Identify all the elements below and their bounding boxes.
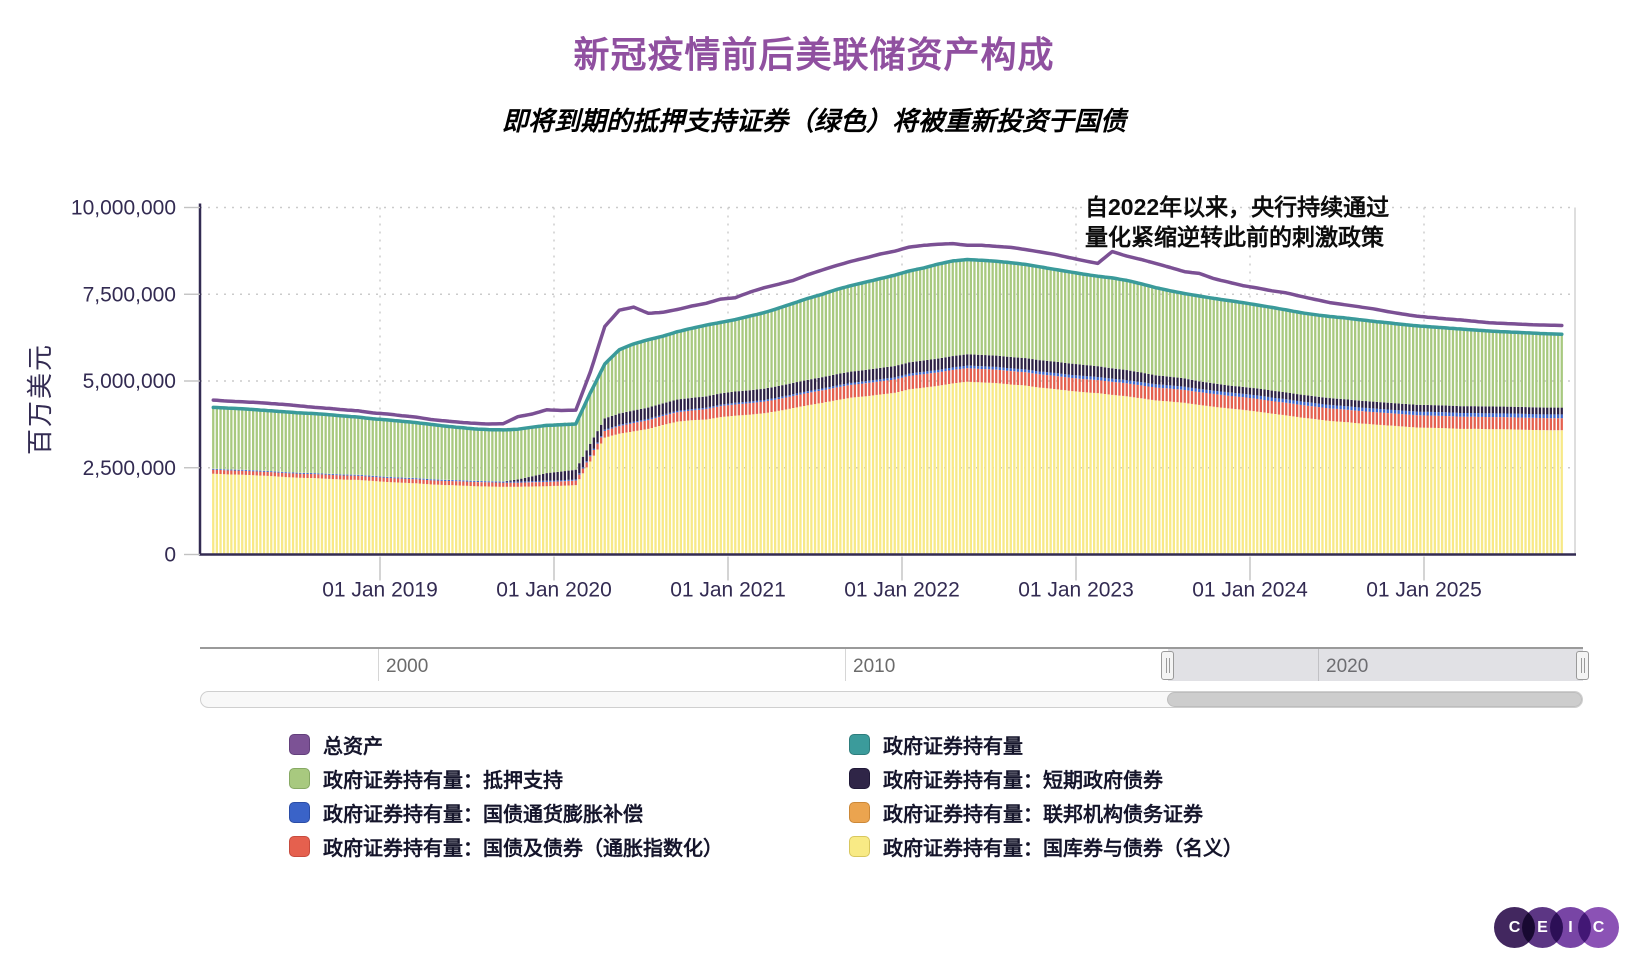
navigator-selected-range[interactable]	[1168, 649, 1583, 681]
navigator-tick	[378, 649, 379, 681]
svg-text:01 Jan 2022: 01 Jan 2022	[844, 579, 960, 602]
navigator-handle-right[interactable]	[1576, 651, 1589, 680]
legend-item[interactable]: 政府证券持有量：国债及债券（通胀指数化）	[289, 829, 723, 863]
legend-swatch	[849, 733, 870, 755]
legend-label: 政府证券持有量：抵押支持	[323, 769, 563, 792]
legend-item[interactable]: 政府证券持有量：抵押支持	[289, 761, 723, 795]
legend-label: 政府证券持有量：国库券与债券（名义）	[883, 837, 1243, 860]
legend-item[interactable]: 政府证券持有量	[849, 727, 1243, 761]
legend-label: 政府证券持有量：短期政府债券	[883, 769, 1163, 792]
scrollbar-thumb[interactable]	[1167, 692, 1582, 707]
svg-text:01 Jan 2024: 01 Jan 2024	[1192, 579, 1308, 602]
navigator-label: 2020	[1326, 656, 1369, 677]
legend-item[interactable]: 政府证券持有量：国债通货膨胀补偿	[289, 795, 723, 829]
legend-item[interactable]: 政府证券持有量：短期政府债券	[849, 761, 1243, 795]
svg-text:01 Jan 2023: 01 Jan 2023	[1018, 579, 1134, 602]
legend-swatch	[849, 835, 870, 857]
svg-text:01 Jan 2019: 01 Jan 2019	[322, 579, 438, 602]
legend-swatch	[289, 835, 310, 857]
legend-item[interactable]: 总资产	[289, 727, 723, 761]
annotation-line-2: 量化紧缩逆转此前的刺激政策	[1085, 224, 1384, 250]
legend-label: 总资产	[323, 735, 383, 758]
chart-title: 新冠疫情前后美联储资产构成	[573, 34, 1055, 75]
svg-text:01 Jan 2025: 01 Jan 2025	[1366, 579, 1482, 602]
logo-letter: E	[1537, 919, 1548, 936]
chart-annotation: 自2022年以来，央行持续通过 量化紧缩逆转此前的刺激政策	[1085, 192, 1389, 252]
annotation-line-1: 自2022年以来，央行持续通过	[1085, 194, 1390, 220]
chart-subtitle: 即将到期的抵押支持证券（绿色）将被重新投资于国债	[501, 106, 1126, 136]
logo-letter: I	[1568, 919, 1573, 936]
legend-label: 政府证券持有量：国债及债券（通胀指数化）	[323, 837, 723, 860]
legend-label: 政府证券持有量	[883, 735, 1023, 758]
range-navigator[interactable]: 2000 2010 2020	[200, 647, 1589, 681]
legend-swatch	[849, 767, 870, 789]
y-axis-title: 百万美元	[25, 342, 55, 455]
svg-text:01 Jan 2020: 01 Jan 2020	[496, 579, 612, 602]
svg-text:01 Jan 2021: 01 Jan 2021	[670, 579, 786, 602]
navigator-label: 2000	[386, 656, 429, 677]
svg-text:2,500,000: 2,500,000	[83, 457, 176, 480]
svg-text:10,000,000: 10,000,000	[71, 197, 176, 220]
legend-swatch	[849, 801, 870, 823]
legend-item[interactable]: 政府证券持有量：国库券与债券（名义）	[849, 829, 1243, 863]
navigator-tick	[845, 649, 846, 681]
legend-column-right: 政府证券持有量政府证券持有量：短期政府债券政府证券持有量：联邦机构债务证券政府证…	[849, 727, 1243, 863]
navigator-tick	[1318, 649, 1319, 681]
logo-circle	[1578, 907, 1619, 948]
legend-item[interactable]: 政府证券持有量：联邦机构债务证券	[849, 795, 1243, 829]
legend-label: 政府证券持有量：联邦机构债务证券	[883, 803, 1203, 826]
svg-text:0: 0	[164, 544, 176, 567]
legend-label: 政府证券持有量：国债通货膨胀补偿	[323, 803, 643, 826]
navigator-handle-left[interactable]	[1161, 651, 1174, 680]
svg-text:7,500,000: 7,500,000	[83, 283, 176, 306]
svg-text:5,000,000: 5,000,000	[83, 370, 176, 393]
logo-letter: C	[1508, 919, 1521, 936]
legend-swatch	[289, 801, 310, 823]
navigator-scrollbar[interactable]	[200, 691, 1583, 708]
legend-column-left: 总资产政府证券持有量：抵押支持政府证券持有量：国债通货膨胀补偿政府证券持有量：国…	[289, 727, 723, 863]
logo-letter: C	[1592, 919, 1605, 936]
navigator-label: 2010	[853, 656, 896, 677]
legend-swatch	[289, 767, 310, 789]
legend-swatch	[289, 733, 310, 755]
